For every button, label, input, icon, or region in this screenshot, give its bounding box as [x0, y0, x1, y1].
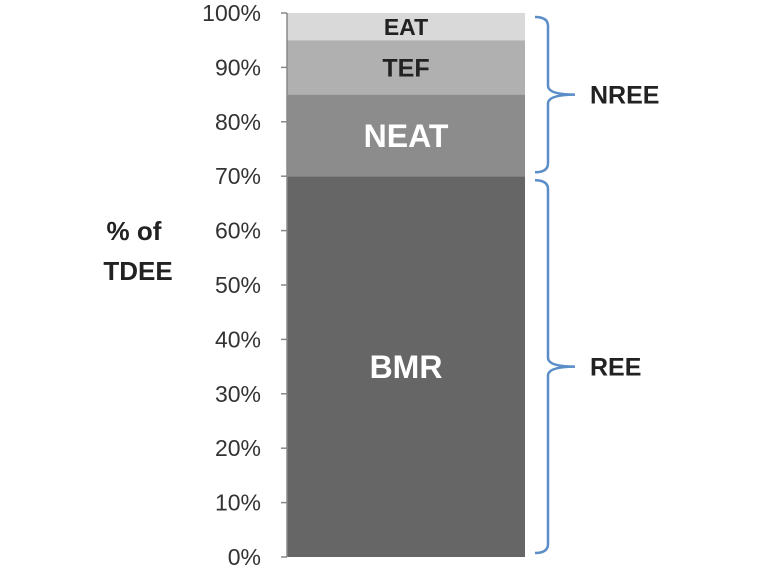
y-tick-label: 60% [215, 218, 261, 244]
segment-label-bmr: BMR [370, 349, 443, 385]
y-tick-label: 30% [215, 381, 261, 407]
segment-label-eat: EAT [384, 14, 428, 40]
bar-segment-tef [287, 40, 525, 95]
y-tick-label: 100% [202, 0, 261, 26]
segment-label-tef: TEF [382, 54, 429, 82]
group-brackets: NREE REE [534, 15, 659, 555]
y-axis-ticks: 0% 10% 20% 30% 40% 50% 60% 70% 80% 90% 100% [202, 0, 287, 570]
group-label-nree: NREE [590, 82, 659, 110]
bar-segment-eat [287, 13, 525, 41]
group-label-ree: REE [590, 354, 641, 382]
y-tick-label: 0% [228, 544, 261, 570]
y-tick-label: 70% [215, 163, 261, 189]
bracket-ree [534, 178, 576, 555]
y-tick-label: 90% [215, 54, 261, 80]
y-tick-label: 20% [215, 435, 261, 461]
y-axis-label-line-1: % of [107, 216, 162, 246]
y-tick-label: 80% [215, 109, 261, 135]
bar-segments [287, 13, 525, 557]
y-axis-label-line-2: TDEE [103, 256, 172, 286]
segment-labels: BMR NEAT TEF EAT [364, 14, 449, 385]
segment-label-neat: NEAT [364, 118, 449, 154]
bracket-nree [534, 15, 576, 174]
y-tick-label: 10% [215, 490, 261, 516]
bar-segment-neat [287, 94, 525, 177]
y-tick-label: 40% [215, 326, 261, 352]
y-tick-label: 50% [215, 272, 261, 298]
bar-segment-bmr [287, 176, 525, 557]
